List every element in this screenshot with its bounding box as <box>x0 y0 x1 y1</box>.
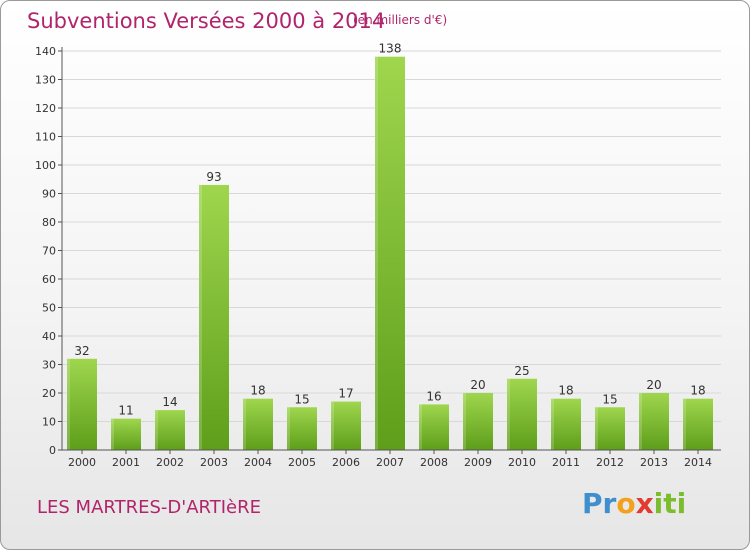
bar[interactable] <box>155 410 185 450</box>
y-tick-label: 90 <box>42 188 56 201</box>
x-tick-label: 2013 <box>640 456 668 469</box>
y-tick-label: 140 <box>35 45 56 58</box>
chart-title: Subventions Versées 2000 à 2014 <box>27 9 386 33</box>
x-tick-label: 2005 <box>288 456 316 469</box>
bar-highlight <box>155 410 158 450</box>
bar-highlight <box>287 407 290 450</box>
x-tick-label: 2006 <box>332 456 360 469</box>
bar-highlight <box>111 418 114 450</box>
x-tick-label: 2014 <box>684 456 712 469</box>
logo-part-1: Pr <box>582 487 617 520</box>
bar[interactable] <box>419 404 449 450</box>
bar[interactable] <box>463 393 493 450</box>
bar-highlight <box>199 184 202 450</box>
x-tick-label: 2001 <box>112 456 140 469</box>
bar-value-label: 17 <box>338 387 353 401</box>
x-tick-label: 2009 <box>464 456 492 469</box>
y-tick-label: 50 <box>42 302 56 315</box>
bar-value-label: 93 <box>206 170 221 184</box>
bar-highlight <box>67 358 70 450</box>
bar-highlight <box>595 407 598 450</box>
bar[interactable] <box>639 393 669 450</box>
bar-highlight <box>243 398 246 450</box>
bar-highlight <box>507 378 510 450</box>
x-tick-label: 2011 <box>552 456 580 469</box>
x-tick-label: 2007 <box>376 456 404 469</box>
bar-value-label: 15 <box>294 392 309 406</box>
x-tick-label: 2012 <box>596 456 624 469</box>
logo-part-3: x <box>635 487 654 520</box>
y-tick-label: 80 <box>42 216 56 229</box>
bar-value-label: 32 <box>74 344 89 358</box>
bar[interactable] <box>243 398 273 450</box>
bar[interactable] <box>551 398 581 450</box>
bar[interactable] <box>507 378 537 450</box>
x-tick-label: 2002 <box>156 456 184 469</box>
logo-part-2: o <box>616 487 636 520</box>
bar[interactable] <box>67 358 97 450</box>
y-tick-label: 70 <box>42 245 56 258</box>
bar-value-label: 20 <box>646 378 661 392</box>
chart-unit-subtitle: (en milliers d'€) <box>353 13 448 27</box>
bar-highlight <box>463 393 466 450</box>
proxiti-logo[interactable]: Proxiti <box>582 487 686 520</box>
commune-name: LES MARTRES-D'ARTIèRE <box>37 497 261 518</box>
bar[interactable] <box>199 184 229 450</box>
y-tick-label: 0 <box>49 444 56 457</box>
y-tick-label: 40 <box>42 330 56 343</box>
y-tick-label: 110 <box>35 131 56 144</box>
y-tick-label: 30 <box>42 359 56 372</box>
bar[interactable] <box>683 398 713 450</box>
bar-highlight <box>639 393 642 450</box>
bar-highlight <box>551 398 554 450</box>
y-tick-label: 120 <box>35 102 56 115</box>
bar-value-label: 16 <box>426 389 441 403</box>
y-tick-label: 100 <box>35 159 56 172</box>
x-tick-label: 2000 <box>68 456 96 469</box>
bar[interactable] <box>595 407 625 450</box>
bar-value-label: 138 <box>379 42 402 56</box>
bar[interactable] <box>287 407 317 450</box>
x-tick-label: 2008 <box>420 456 448 469</box>
y-tick-label: 10 <box>42 416 56 429</box>
x-tick-label: 2010 <box>508 456 536 469</box>
x-tick-label: 2003 <box>200 456 228 469</box>
y-tick-label: 60 <box>42 273 56 286</box>
bar-value-label: 15 <box>602 392 617 406</box>
bar-highlight <box>419 404 422 450</box>
y-tick-label: 130 <box>35 74 56 87</box>
bar-value-label: 20 <box>470 378 485 392</box>
bar-value-label: 11 <box>118 404 133 418</box>
bar[interactable] <box>331 401 361 450</box>
bar-highlight <box>683 398 686 450</box>
bar-value-label: 18 <box>250 384 265 398</box>
bar-highlight <box>375 56 378 450</box>
bar-value-label: 18 <box>690 384 705 398</box>
bar-value-label: 25 <box>514 364 529 378</box>
bar-highlight <box>331 401 334 450</box>
bars: 32 11 14 93 18 15 17 138 16 20 25 18 15 20 18 <box>67 42 713 450</box>
x-tick-label: 2004 <box>244 456 272 469</box>
bar[interactable] <box>111 418 141 450</box>
logo-part-4: iti <box>653 487 687 520</box>
y-tick-label: 20 <box>42 387 56 400</box>
axes: 0 10 20 30 40 50 60 70 80 90 100 110 120 130 140 2000 20… <box>35 45 721 469</box>
bar-value-label: 14 <box>162 395 177 409</box>
bar-value-label: 18 <box>558 384 573 398</box>
bar[interactable] <box>375 56 405 450</box>
